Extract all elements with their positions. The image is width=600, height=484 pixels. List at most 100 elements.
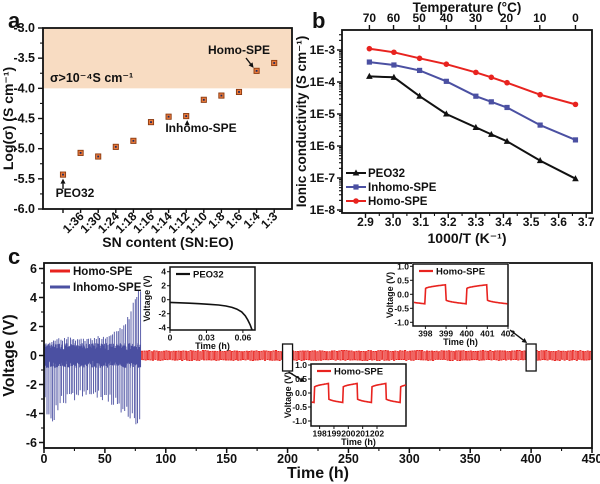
marker-triangle — [572, 175, 579, 182]
y-tick-label: -3.5 — [13, 51, 35, 65]
marker-square — [366, 59, 372, 65]
temperature-tick-label: 10 — [533, 11, 547, 25]
inset-trace — [311, 382, 407, 404]
zoom-region-box — [281, 343, 294, 372]
inset-y-tick-label: 2 — [161, 281, 166, 291]
inset-y-tick-label: 0.0 — [397, 289, 409, 299]
marker-circle — [391, 49, 397, 56]
y-tick-label: 1E-3 — [310, 43, 336, 57]
panel-b-y-axis-label: Ionic conductivity (S cm⁻¹) — [294, 36, 309, 207]
plot-frame — [310, 363, 407, 427]
marker-triangle — [416, 92, 423, 99]
data-point-center — [132, 139, 135, 142]
inset-homo-398: 1.0 0.5 0.0 -0.5 -1.0 398 399 400 401 402 Homo-SPE… — [385, 261, 515, 347]
y-tick-label: 6 — [30, 262, 37, 276]
marker-triangle — [443, 110, 450, 117]
marker-triangle — [352, 169, 360, 176]
y-tick-label: 1E-8 — [310, 203, 336, 217]
panel-b-label: b — [312, 8, 326, 33]
inset-x-tick-label: 400 — [460, 329, 474, 339]
marker-square — [537, 122, 543, 128]
inset-legend-label: PEO32 — [193, 270, 224, 281]
y-tick-label: 4 — [30, 291, 37, 305]
inset-y-tick-label: -0.5 — [292, 402, 307, 412]
annotation-inhomo-spe: Inhomo-SPE — [165, 121, 236, 135]
series-inhomo-spe-voltage — [43, 290, 142, 425]
x-tick-label: 450 — [582, 452, 600, 466]
inset-x-tick-label: 0.03 — [198, 333, 215, 343]
x-tick-label: 3.5 — [523, 215, 540, 229]
marker-circle — [537, 91, 543, 98]
marker-circle — [443, 61, 450, 67]
inset-y-tick-label: 0.5 — [397, 275, 409, 285]
temperature-axis-label: Temperature (°C) — [413, 0, 522, 15]
series-homo-spe — [369, 47, 576, 106]
plot-frame — [169, 266, 256, 331]
plot-frame — [43, 262, 593, 449]
panel-c: 0 50 100 150 200 250 300 350 400 4506420-2-4-6Hom… — [1, 261, 600, 482]
x-tick-label: 0 — [41, 452, 48, 466]
inset-198-pointer-head — [299, 377, 305, 382]
inset-y-axis-label: Voltage (V) — [385, 272, 395, 318]
legend-label-homo-spe: Homo-SPE — [73, 266, 133, 278]
temperature-tick-label: 60 — [387, 11, 401, 25]
data-point-center — [114, 145, 117, 148]
inset-x-tick-label: 402 — [501, 329, 515, 339]
x-tick-label: 350 — [460, 452, 481, 466]
zoom-region-box — [525, 343, 537, 372]
inset-background — [169, 266, 256, 331]
inset-trace — [169, 301, 253, 331]
inset-background — [310, 363, 407, 427]
data-point-center — [238, 91, 240, 93]
x-tick-label: 3.0 — [385, 215, 402, 229]
x-tick-label: 50 — [98, 452, 112, 466]
homo-arrow-head — [248, 62, 254, 68]
data-point-center — [150, 121, 152, 124]
inset-y-tick-label: -0.5 — [394, 303, 409, 313]
data-point-center — [273, 62, 276, 64]
inset-y-tick-label: 1.0 — [397, 261, 409, 271]
data-point-center — [79, 151, 82, 154]
inset-y-tick-label: 0.0 — [295, 388, 307, 398]
y-tick-label: -5.5 — [13, 172, 35, 186]
data-point-center — [97, 155, 100, 158]
temperature-tick-label: 0 — [572, 11, 579, 25]
inset-x-tick-label: 0 — [168, 333, 173, 343]
conductivity-target-band — [43, 28, 292, 89]
marker-square — [353, 184, 359, 190]
x-tick-label: 400 — [521, 452, 542, 466]
inset-x-tick-label: 398 — [418, 329, 432, 339]
y-tick-label: -6.0 — [13, 202, 35, 216]
y-tick-label: 2 — [30, 320, 37, 334]
panel-a-y-axis-label: Log(σ) (S cm⁻¹) — [0, 67, 16, 170]
x-tick-label: 250 — [338, 452, 359, 466]
panel-b-x-axis-label: 1000/T (K⁻¹) — [428, 230, 507, 246]
marker-triangle — [366, 72, 373, 79]
y-tick-label: -4 — [26, 407, 37, 421]
peo32-arrow-head — [60, 178, 66, 184]
data-point-center — [167, 115, 170, 118]
marker-square — [504, 104, 510, 111]
inset-legend-label: Homo-SPE — [334, 367, 383, 378]
x-tick-label: 200 — [277, 452, 298, 466]
plot-frame — [42, 27, 293, 210]
y-tick-label: -4.0 — [13, 81, 35, 95]
inset-homo-198: 1.00.50.0-0.5-1.0198199200201202Homo-SPE… — [283, 360, 407, 447]
inset-y-axis-label: Voltage (V) — [283, 372, 293, 418]
inset-y-tick-label: 4 — [161, 267, 166, 277]
data-point-center — [220, 94, 223, 97]
x-tick-label: 300 — [399, 452, 420, 466]
x-tick-label: 100 — [155, 452, 176, 466]
inset-y-tick-label: -4 — [158, 323, 166, 333]
y-tick-label: -3.0 — [13, 21, 35, 35]
x-tick-label: 3.2 — [440, 215, 457, 229]
marker-square — [473, 93, 479, 99]
temperature-tick-label: 70 — [363, 11, 377, 25]
inset-x-tick-label: 0.06 — [235, 333, 252, 343]
x-tick-label: 3.1 — [412, 215, 429, 229]
data-point-center — [185, 115, 188, 117]
temperature-tick-label: 40 — [440, 11, 454, 25]
inset-legend-label: Homo-SPE — [436, 267, 485, 278]
